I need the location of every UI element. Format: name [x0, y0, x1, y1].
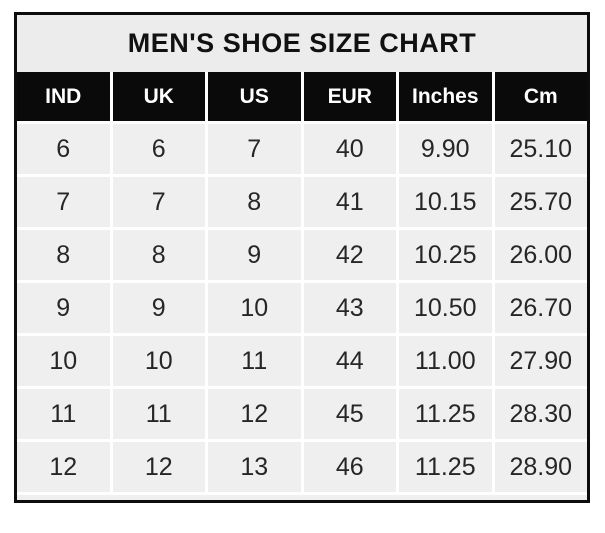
table-cell-ind-row1: 6: [17, 124, 110, 174]
table-cell-us-row6: 12: [208, 389, 301, 439]
table-cell-uk-row2: 7: [112, 177, 205, 227]
table-cell-us-row2: 8: [208, 177, 301, 227]
table-cell-eur-row3: 42: [303, 230, 396, 280]
column-header-ind: IND: [17, 72, 110, 121]
table-cell-inches-row1: 9.90: [399, 124, 492, 174]
table-cell-ind-row7: 12: [17, 442, 110, 492]
size-chart-grid: IND UK US EUR Inches Cm 6 6 7 40 9.90 25.10 7 7 8 41 10.…: [17, 72, 587, 500]
table-cell-cm-row4: 26.70: [494, 283, 587, 333]
chart-title: MEN'S SHOE SIZE CHART: [17, 15, 587, 72]
table-cell-ind-row5: 10: [17, 336, 110, 386]
table-cell-eur-row4: 43: [303, 283, 396, 333]
table-cell-eur-row5: 44: [303, 336, 396, 386]
table-cell-us-row5: 11: [208, 336, 301, 386]
table-cell-eur-row2: 41: [303, 177, 396, 227]
table-cell-us-row4: 10: [208, 283, 301, 333]
table-cell-us-row1: 7: [208, 124, 301, 174]
table-cell-inches-row6: 11.25: [399, 389, 492, 439]
table-cell-uk-row1: 6: [112, 124, 205, 174]
table-cell-ind-row3: 8: [17, 230, 110, 280]
size-chart-table: MEN'S SHOE SIZE CHART IND UK US EUR Inches Cm…: [14, 12, 590, 503]
table-cell-inches-row4: 10.50: [399, 283, 492, 333]
table-cell-inches-row7: 11.25: [399, 442, 492, 492]
table-cell-eur-row6: 45: [303, 389, 396, 439]
table-cell-cm-row7: 28.90: [494, 442, 587, 492]
column-header-us: US: [208, 72, 301, 121]
table-cell-ind-row2: 7: [17, 177, 110, 227]
table-cell-eur-row1: 40: [303, 124, 396, 174]
table-cell-uk-row3: 8: [112, 230, 205, 280]
table-cell-cm-row3: 26.00: [494, 230, 587, 280]
table-cell-cm-row1: 25.10: [494, 124, 587, 174]
table-cell-inches-row3: 10.25: [399, 230, 492, 280]
table-cell-cm-row2: 25.70: [494, 177, 587, 227]
table-cell-inches-row2: 10.15: [399, 177, 492, 227]
table-cell-uk-row7: 12: [112, 442, 205, 492]
table-cell-uk-row6: 11: [112, 389, 205, 439]
table-cell-uk-row4: 9: [112, 283, 205, 333]
table-cell-inches-row5: 11.00: [399, 336, 492, 386]
table-cell-ind-row6: 11: [17, 389, 110, 439]
table-cell-cm-row5: 27.90: [494, 336, 587, 386]
column-header-inches: Inches: [399, 72, 492, 121]
table-cell-uk-row5: 10: [112, 336, 205, 386]
column-header-eur: EUR: [303, 72, 396, 121]
column-header-uk: UK: [112, 72, 205, 121]
table-cell-eur-row7: 46: [303, 442, 396, 492]
bottom-filler-strip: [17, 495, 587, 500]
table-cell-ind-row4: 9: [17, 283, 110, 333]
table-cell-us-row3: 9: [208, 230, 301, 280]
table-cell-cm-row6: 28.30: [494, 389, 587, 439]
table-cell-us-row7: 13: [208, 442, 301, 492]
column-header-cm: Cm: [494, 72, 587, 121]
